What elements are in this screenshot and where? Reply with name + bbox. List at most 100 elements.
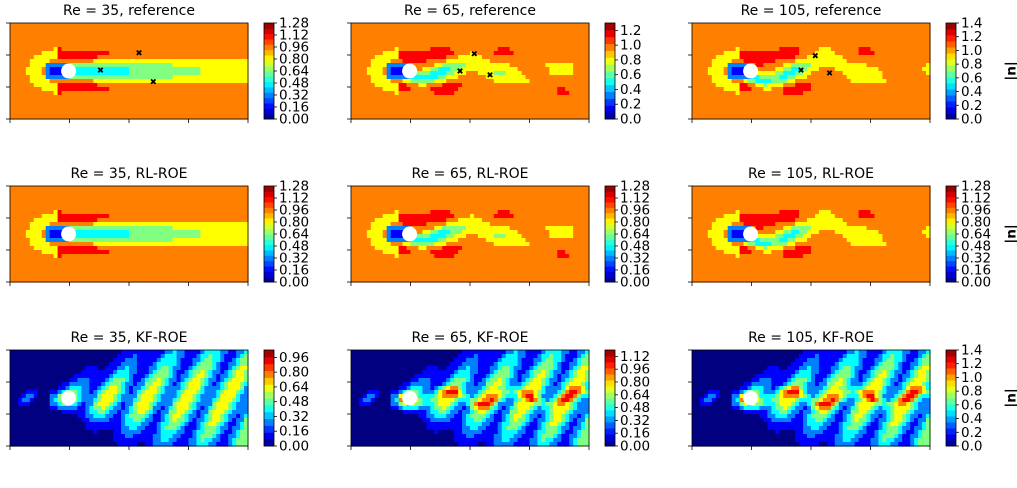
field-cell <box>212 67 217 72</box>
field-cell <box>565 99 570 104</box>
field-cell <box>906 39 911 44</box>
field-cell <box>398 59 404 64</box>
field-cell <box>517 115 523 120</box>
field-cell <box>481 79 487 84</box>
field-cell <box>454 59 459 64</box>
field-cell <box>406 55 412 60</box>
field-cell <box>180 71 186 76</box>
field-cell <box>125 83 130 88</box>
colorbar: 0.00.20.40.60.81.01.2 <box>604 22 641 128</box>
field-cell <box>196 35 201 40</box>
field-cell <box>228 206 233 211</box>
field-cell <box>17 107 23 112</box>
field-cell <box>228 67 233 72</box>
field-cell <box>918 27 923 32</box>
field-cell <box>569 67 574 72</box>
field-cell <box>493 27 499 32</box>
field-cell <box>160 99 166 104</box>
field-cell <box>13 83 19 88</box>
field-cell <box>366 63 372 68</box>
field-cell <box>870 59 876 64</box>
colorbar-tick-label: 0.96 <box>279 40 309 56</box>
field-cell <box>156 186 162 191</box>
field-cell <box>117 71 122 76</box>
field-cell <box>148 27 154 32</box>
field-cell <box>200 107 205 112</box>
field-cell <box>573 63 578 68</box>
field-cell <box>489 83 495 88</box>
field-cell <box>735 95 741 100</box>
field-cell <box>703 47 709 52</box>
field-cell <box>132 218 138 223</box>
field-cell <box>140 35 146 40</box>
field-cell <box>874 87 880 92</box>
field-cell <box>244 43 249 48</box>
field-cell <box>406 51 412 56</box>
field-cell <box>477 79 483 84</box>
field-cell <box>501 83 507 88</box>
colorbar-band <box>605 91 615 99</box>
field-cell <box>144 43 150 48</box>
field-cell <box>533 67 539 72</box>
field-cell <box>513 59 519 64</box>
sensor-marker <box>487 72 493 78</box>
field-cell <box>561 71 566 76</box>
colorbar-band <box>605 84 615 93</box>
field-cell <box>430 23 435 28</box>
field-cell <box>747 83 753 88</box>
field-cell <box>382 75 388 80</box>
field-cell <box>25 186 31 191</box>
field-cell <box>497 79 503 84</box>
field-cell <box>818 51 824 56</box>
colorbar-tick-label: 0.32 <box>279 88 309 104</box>
field-cell <box>180 83 186 88</box>
field-cell <box>910 107 915 112</box>
field-cell <box>442 115 447 120</box>
field-cell <box>49 214 55 219</box>
field-cell <box>430 31 435 36</box>
field-cell <box>33 23 39 28</box>
field-cell <box>438 59 443 64</box>
field-cell <box>743 103 749 108</box>
field-cell <box>898 59 903 64</box>
colorbar-band <box>946 95 956 102</box>
field-cell <box>216 59 221 64</box>
field-cell <box>29 75 35 80</box>
field-cell <box>148 206 154 211</box>
field-cell <box>711 115 717 120</box>
field-cell <box>715 79 721 84</box>
field-cell <box>156 39 162 44</box>
field-cell <box>394 55 400 60</box>
field-cell <box>703 23 709 28</box>
field-cell <box>351 111 356 116</box>
field-cell <box>501 103 507 108</box>
field-cell <box>882 95 887 100</box>
field-cell <box>148 67 154 72</box>
field-cell <box>731 107 737 112</box>
field-cell <box>188 95 194 100</box>
field-cell <box>553 115 558 120</box>
field-cell <box>390 35 396 40</box>
field-cell <box>236 31 241 36</box>
field-cell <box>156 47 162 52</box>
field-cell <box>454 103 459 108</box>
field-cell <box>386 111 392 116</box>
field-cell <box>513 99 519 104</box>
field-cell <box>727 99 733 104</box>
field-cell <box>10 31 15 36</box>
field-cell <box>711 107 717 112</box>
field-cell <box>93 59 98 64</box>
field-cell <box>414 35 420 40</box>
field-cell <box>842 95 848 100</box>
field-cell <box>125 218 130 223</box>
field-cell <box>902 75 907 80</box>
field-cell <box>807 91 812 96</box>
field-cell <box>148 39 154 44</box>
colorbar-tick-label: 0.0 <box>961 112 982 128</box>
field-cell <box>699 87 705 92</box>
field-cell <box>898 67 903 72</box>
field-cell <box>172 107 178 112</box>
field-cell <box>477 67 483 72</box>
field-cell <box>894 103 899 108</box>
field-cell <box>799 23 804 28</box>
